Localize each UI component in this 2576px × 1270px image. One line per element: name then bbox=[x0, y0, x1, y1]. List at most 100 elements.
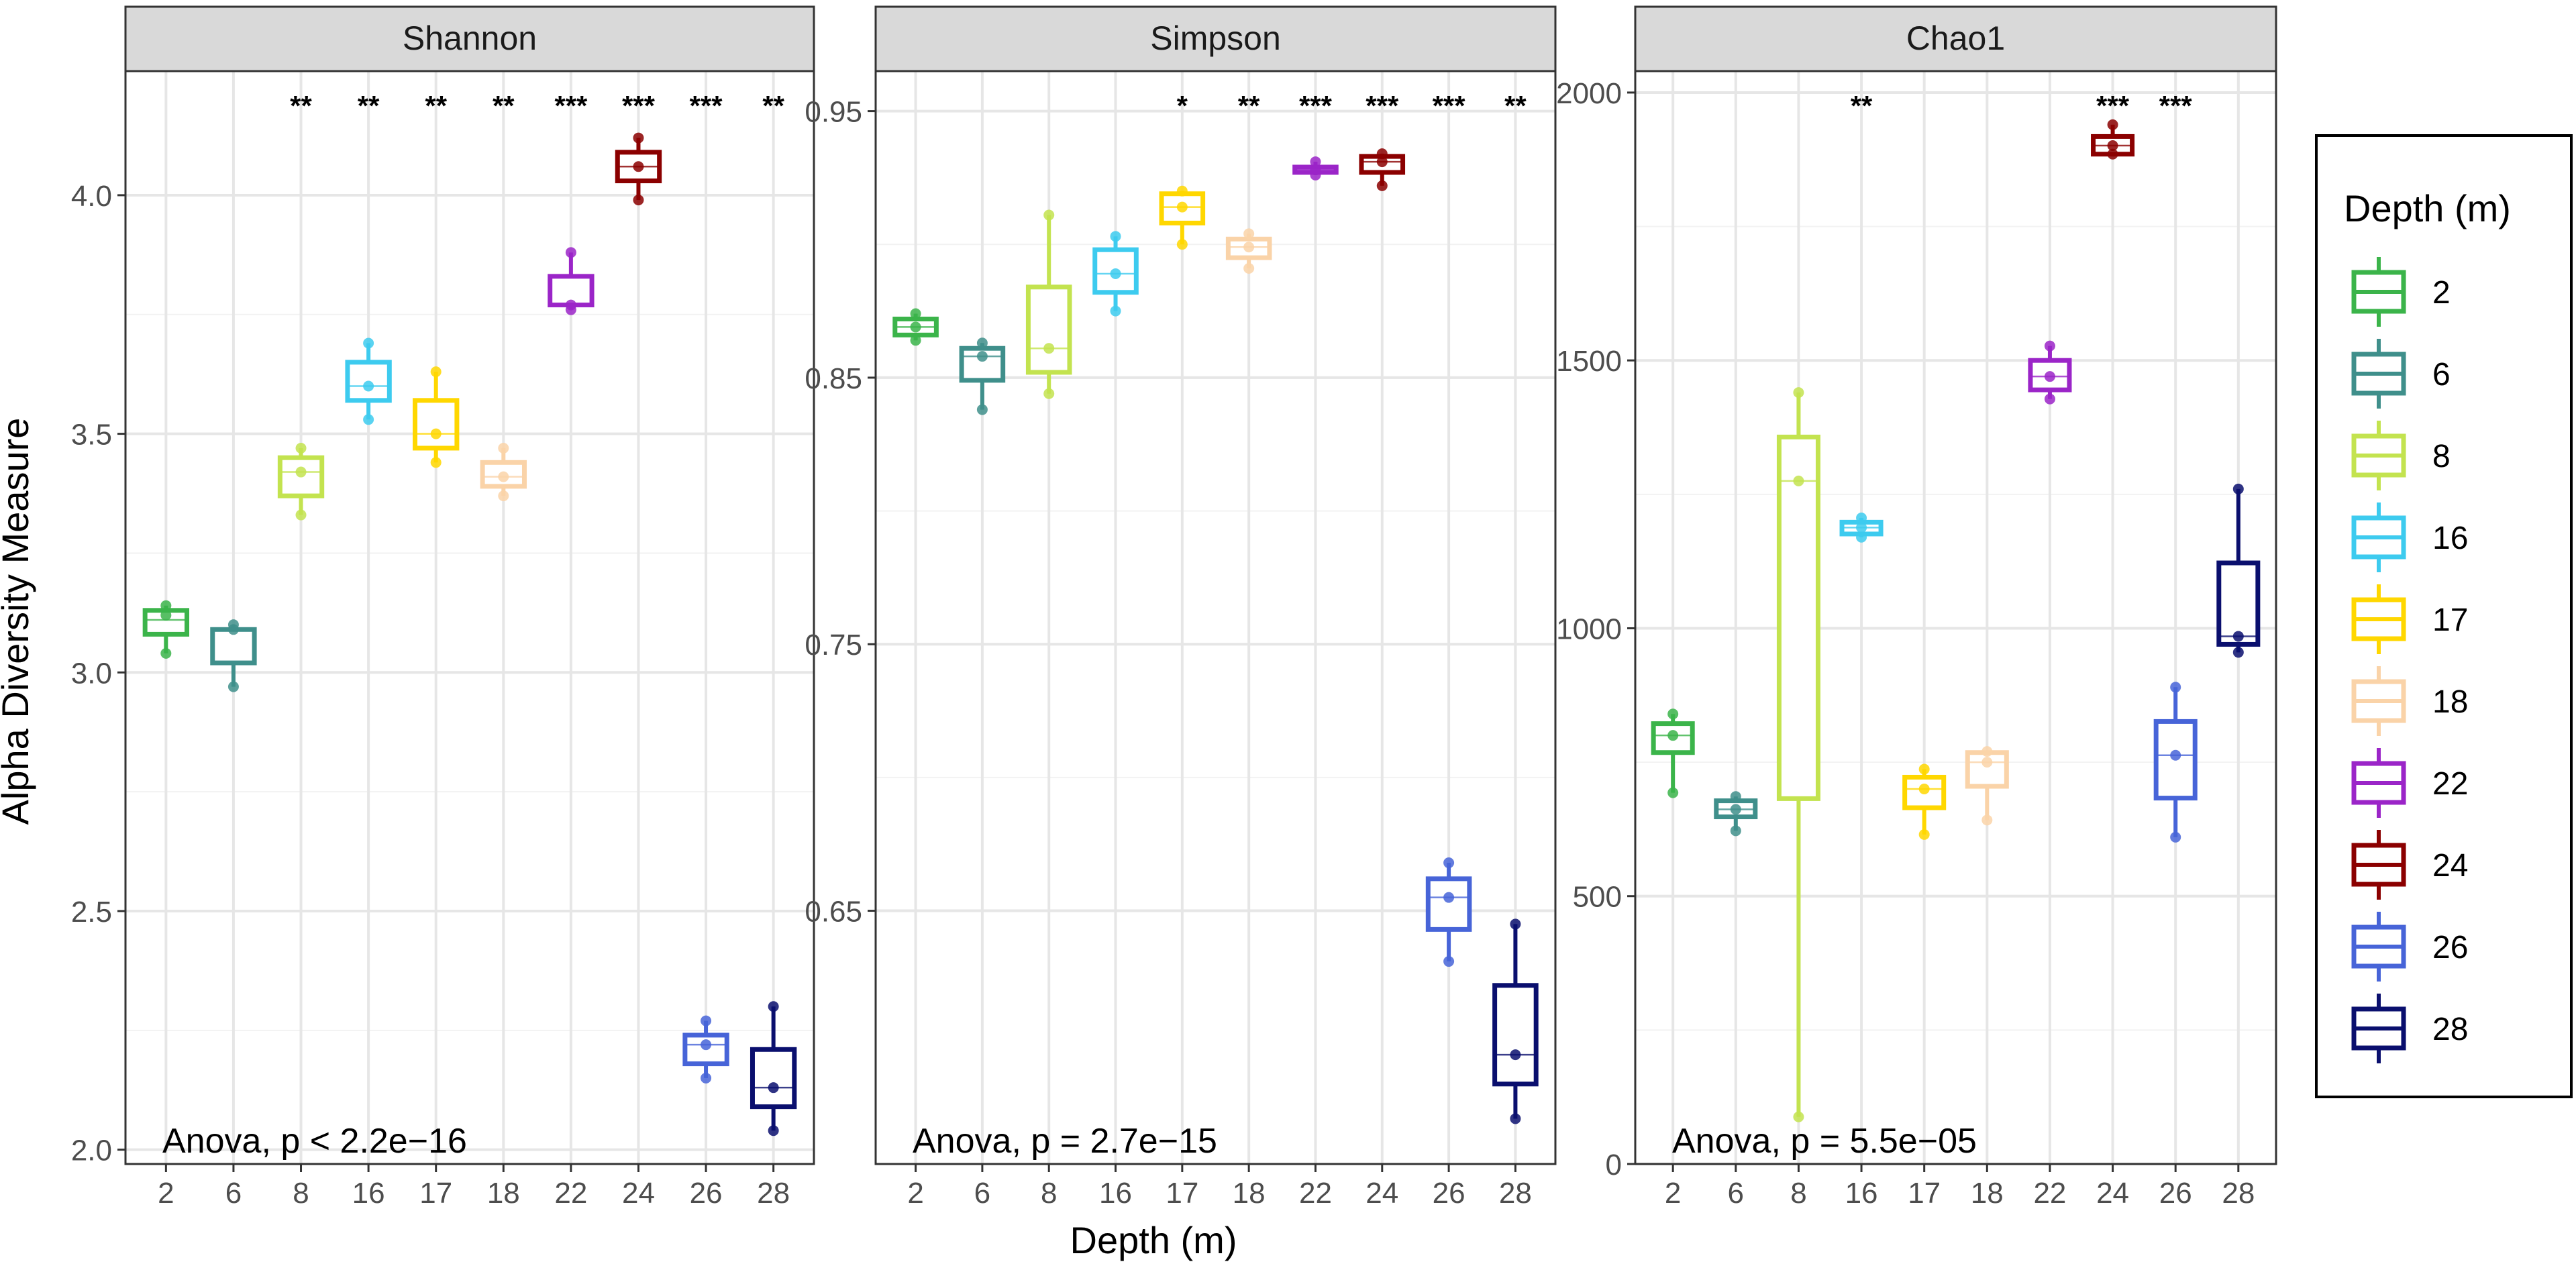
data-point bbox=[160, 600, 172, 611]
y-tick-label: 0.85 bbox=[805, 362, 862, 395]
y-tick-label: 0.65 bbox=[805, 896, 862, 929]
facet-strip bbox=[1634, 5, 2277, 72]
x-tick-label: 6 bbox=[225, 1177, 242, 1210]
y-tick-label: 3.5 bbox=[71, 419, 112, 452]
data-point bbox=[1981, 757, 1993, 768]
legend-title: Depth (m) bbox=[2344, 187, 2511, 229]
significance-label: * bbox=[1177, 90, 1188, 121]
x-tick-label: 8 bbox=[1041, 1177, 1057, 1210]
box-17 bbox=[1159, 185, 1206, 250]
x-axis-title: Depth (m) bbox=[1070, 1219, 1237, 1261]
x-tick-label: 8 bbox=[1790, 1177, 1806, 1210]
x-tick-label: 22 bbox=[2033, 1177, 2066, 1210]
significance-label: ** bbox=[358, 90, 380, 121]
significance-label: *** bbox=[690, 90, 723, 121]
data-point bbox=[498, 442, 509, 454]
facet-title: Shannon bbox=[403, 19, 537, 57]
data-point bbox=[1043, 388, 1055, 399]
significance-label: ** bbox=[1504, 90, 1527, 121]
x-tick-label: 22 bbox=[1299, 1177, 1332, 1210]
box-18 bbox=[480, 442, 527, 502]
box-24 bbox=[1359, 148, 1406, 191]
x-tick-label: 22 bbox=[554, 1177, 587, 1210]
data-point bbox=[633, 132, 644, 144]
x-tick-label: 26 bbox=[1433, 1177, 1465, 1210]
data-point bbox=[633, 161, 644, 172]
x-tick-label: 16 bbox=[1099, 1177, 1132, 1210]
x-tick-label: 26 bbox=[2159, 1177, 2192, 1210]
x-tick-label: 6 bbox=[1728, 1177, 1744, 1210]
data-point bbox=[701, 1015, 712, 1026]
x-tick-label: 16 bbox=[352, 1177, 385, 1210]
y-tick-label: 3.0 bbox=[71, 657, 112, 690]
y-tick-label: 1500 bbox=[1556, 345, 1622, 378]
box-24 bbox=[615, 132, 662, 206]
data-point bbox=[2170, 682, 2181, 693]
x-tick-label: 17 bbox=[1166, 1177, 1198, 1210]
legend-label: 16 bbox=[2432, 521, 2468, 556]
data-point bbox=[2044, 340, 2055, 352]
box-body bbox=[1651, 721, 1695, 755]
y-tick-label: 1000 bbox=[1556, 613, 1622, 645]
y-tick-label: 4.0 bbox=[71, 180, 112, 213]
data-point bbox=[1510, 1113, 1521, 1124]
legend-label: 28 bbox=[2432, 1012, 2468, 1047]
box-28 bbox=[1492, 918, 1539, 1124]
box-8 bbox=[1776, 387, 1820, 1122]
data-point bbox=[1176, 185, 1188, 197]
data-point bbox=[1376, 148, 1388, 160]
data-point bbox=[1510, 918, 1521, 930]
plot-background bbox=[1635, 71, 2276, 1164]
legend-label: 22 bbox=[2432, 766, 2468, 802]
data-point bbox=[227, 681, 239, 692]
y-tick-label: 500 bbox=[1573, 881, 1622, 914]
box-body bbox=[142, 608, 190, 637]
data-point bbox=[768, 1125, 779, 1136]
significance-label: ** bbox=[425, 90, 447, 121]
data-point bbox=[701, 1072, 712, 1083]
significance-label: ** bbox=[1851, 90, 1873, 121]
data-point bbox=[1730, 825, 1741, 837]
box-16 bbox=[345, 337, 392, 425]
data-point bbox=[1793, 1111, 1804, 1122]
data-point bbox=[910, 321, 921, 333]
legend-entry-26: 26 bbox=[2351, 912, 2468, 982]
data-point bbox=[1856, 531, 1867, 543]
significance-label: ** bbox=[762, 90, 784, 121]
box-28 bbox=[750, 1001, 797, 1136]
significance-label: *** bbox=[622, 90, 656, 121]
legend-label: 2 bbox=[2432, 275, 2451, 311]
box-26 bbox=[1425, 857, 1472, 967]
box-body bbox=[1425, 876, 1472, 932]
data-point bbox=[1310, 156, 1321, 168]
legend-label: 18 bbox=[2432, 684, 2468, 720]
plot-background bbox=[125, 71, 814, 1164]
legend-entry-28: 28 bbox=[2351, 994, 2468, 1063]
anova-annotation: Anova, p < 2.2e−16 bbox=[162, 1122, 467, 1161]
legend-entry-2: 2 bbox=[2351, 257, 2451, 327]
data-point bbox=[1110, 231, 1121, 242]
anova-annotation: Anova, p = 2.7e−15 bbox=[913, 1122, 1217, 1161]
data-point bbox=[1443, 892, 1455, 903]
data-point bbox=[160, 609, 172, 621]
significance-label: ** bbox=[1238, 90, 1260, 121]
data-point bbox=[498, 471, 509, 482]
x-tick-label: 18 bbox=[487, 1177, 520, 1210]
box-17 bbox=[413, 366, 460, 468]
data-point bbox=[1443, 857, 1455, 869]
data-point bbox=[976, 351, 988, 362]
box-2 bbox=[1651, 708, 1695, 798]
panel-border bbox=[124, 70, 815, 1165]
data-point bbox=[2232, 647, 2244, 658]
box-28 bbox=[2216, 483, 2261, 658]
data-point bbox=[2170, 831, 2181, 843]
y-tick-label: 2.5 bbox=[71, 896, 112, 929]
data-point bbox=[976, 337, 988, 349]
data-point bbox=[1243, 263, 1255, 274]
box-22 bbox=[1292, 156, 1339, 180]
data-point bbox=[1793, 475, 1804, 486]
data-point bbox=[363, 337, 374, 349]
data-point bbox=[1376, 180, 1388, 191]
box-24 bbox=[2091, 119, 2135, 160]
